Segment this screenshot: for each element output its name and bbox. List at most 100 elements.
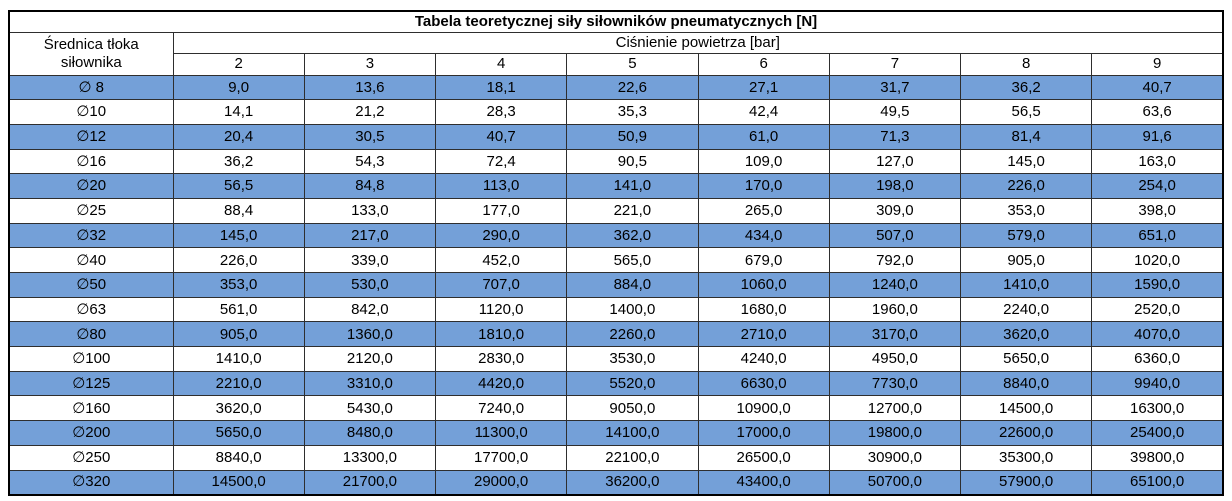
value-cell: 226,0 [959, 173, 1093, 199]
pressure-group-label: Ciśnienie powietrza [bar] [172, 31, 1224, 54]
value-cell: 13,6 [303, 74, 437, 101]
value-cell: 842,0 [303, 296, 437, 323]
value-cell: 29000,0 [434, 469, 568, 496]
table-row: ∅12 20,4 30,5 40,7 50,9 61,0 71,3 81,4 91,6 [8, 123, 1224, 150]
value-cell: 14100,0 [566, 420, 699, 446]
table-title: Tabela teoretycznej siły siłowników pneu… [8, 10, 1224, 33]
value-cell: 9,0 [172, 74, 305, 101]
value-cell: 22600,0 [959, 420, 1093, 446]
value-cell: 35300,0 [959, 444, 1093, 471]
value-cell: 5520,0 [566, 370, 699, 397]
table-row: ∅ 8 9,0 13,6 18,1 22,6 27,1 31,7 36,2 40,7 [8, 74, 1224, 101]
value-cell: 3170,0 [828, 321, 962, 348]
value-cell: 145,0 [959, 148, 1093, 175]
value-cell: 2210,0 [172, 370, 305, 397]
value-cell: 9050,0 [566, 395, 699, 422]
value-cell: 113,0 [434, 173, 568, 199]
value-cell: 13300,0 [303, 444, 437, 471]
value-cell: 2710,0 [697, 321, 830, 348]
value-cell: 2240,0 [959, 296, 1093, 323]
value-cell: 353,0 [172, 272, 305, 298]
table-row: ∅80 905,0 1360,0 1810,0 2260,0 2710,0 3170,0 36… [8, 321, 1224, 348]
value-cell: 2520,0 [1091, 296, 1224, 323]
value-cell: 1410,0 [959, 272, 1093, 298]
table-row: ∅250 8840,0 13300,0 17700,0 22100,0 26500,0 30… [8, 444, 1224, 471]
table-row: ∅160 3620,0 5430,0 7240,0 9050,0 10900,0 12700… [8, 395, 1224, 422]
value-cell: 265,0 [697, 197, 830, 224]
pressure-header-cell: 2 [172, 52, 305, 76]
value-cell: 6360,0 [1091, 346, 1224, 372]
value-cell: 84,8 [303, 173, 437, 199]
value-cell: 170,0 [697, 173, 830, 199]
table-title-row: Tabela teoretycznej siły siłowników pneu… [8, 10, 1224, 33]
value-cell: 12700,0 [828, 395, 962, 422]
value-cell: 39800,0 [1091, 444, 1224, 471]
pressure-header-cell: 5 [566, 52, 699, 76]
value-cell: 14500,0 [172, 469, 305, 496]
value-cell: 679,0 [697, 247, 830, 273]
value-cell: 507,0 [828, 222, 962, 249]
value-cell: 42,4 [697, 99, 830, 125]
value-cell: 16300,0 [1091, 395, 1224, 422]
value-cell: 20,4 [172, 123, 305, 150]
value-cell: 353,0 [959, 197, 1093, 224]
value-cell: 141,0 [566, 173, 699, 199]
value-cell: 339,0 [303, 247, 437, 273]
diameter-cell: ∅160 [8, 395, 174, 422]
table-row: ∅10 14,1 21,2 28,3 35,3 42,4 49,5 56,5 63,6 [8, 99, 1224, 125]
value-cell: 792,0 [828, 247, 962, 273]
value-cell: 4950,0 [828, 346, 962, 372]
value-cell: 43400,0 [697, 469, 830, 496]
value-cell: 81,4 [959, 123, 1093, 150]
value-cell: 177,0 [434, 197, 568, 224]
value-cell: 2830,0 [434, 346, 568, 372]
value-cell: 2260,0 [566, 321, 699, 348]
table-row: ∅32 145,0 217,0 290,0 362,0 434,0 507,0 579,0 65… [8, 222, 1224, 249]
value-cell: 905,0 [172, 321, 305, 348]
diameter-cell: ∅50 [8, 272, 174, 298]
diameter-cell: ∅125 [8, 370, 174, 397]
table-row: ∅16 36,2 54,3 72,4 90,5 109,0 127,0 145,0 163,0 [8, 148, 1224, 175]
diameter-cell: ∅32 [8, 222, 174, 249]
value-cell: 452,0 [434, 247, 568, 273]
row-header-label: Średnica tłoka siłownika [8, 31, 174, 76]
value-cell: 30,5 [303, 123, 437, 150]
value-cell: 565,0 [566, 247, 699, 273]
value-cell: 5650,0 [172, 420, 305, 446]
value-cell: 11300,0 [434, 420, 568, 446]
table-row: ∅100 1410,0 2120,0 2830,0 3530,0 4240,0 4950,0… [8, 346, 1224, 372]
diameter-cell: ∅80 [8, 321, 174, 348]
diameter-cell: ∅63 [8, 296, 174, 323]
value-cell: 561,0 [172, 296, 305, 323]
value-cell: 49,5 [828, 99, 962, 125]
diameter-cell: ∅200 [8, 420, 174, 446]
value-cell: 27,1 [697, 74, 830, 101]
value-cell: 19800,0 [828, 420, 962, 446]
force-table: Tabela teoretycznej siły siłowników pneu… [8, 10, 1224, 496]
value-cell: 7730,0 [828, 370, 962, 397]
value-cell: 226,0 [172, 247, 305, 273]
table-row: ∅50 353,0 530,0 707,0 884,0 1060,0 1240,0 1410,… [8, 272, 1224, 298]
value-cell: 36,2 [172, 148, 305, 175]
diameter-cell: ∅250 [8, 444, 174, 471]
table-header-row: Średnica tłoka siłownika Ciśnienie powie… [8, 31, 1224, 76]
value-cell: 26500,0 [697, 444, 830, 471]
diameter-cell: ∅10 [8, 99, 174, 125]
diameter-cell: ∅16 [8, 148, 174, 175]
value-cell: 88,4 [172, 197, 305, 224]
value-cell: 6630,0 [697, 370, 830, 397]
value-cell: 127,0 [828, 148, 962, 175]
value-cell: 65100,0 [1091, 469, 1224, 496]
value-cell: 434,0 [697, 222, 830, 249]
diameter-cell: ∅100 [8, 346, 174, 372]
table-row: ∅320 14500,0 21700,0 29000,0 36200,0 43400,0 5… [8, 469, 1224, 496]
value-cell: 3620,0 [172, 395, 305, 422]
value-cell: 14,1 [172, 99, 305, 125]
value-cell: 22100,0 [566, 444, 699, 471]
diameter-cell: ∅25 [8, 197, 174, 224]
value-cell: 72,4 [434, 148, 568, 175]
value-cell: 50,9 [566, 123, 699, 150]
value-cell: 1680,0 [697, 296, 830, 323]
value-cell: 40,7 [1091, 74, 1224, 101]
table-row: ∅63 561,0 842,0 1120,0 1400,0 1680,0 1960,0 224… [8, 296, 1224, 323]
